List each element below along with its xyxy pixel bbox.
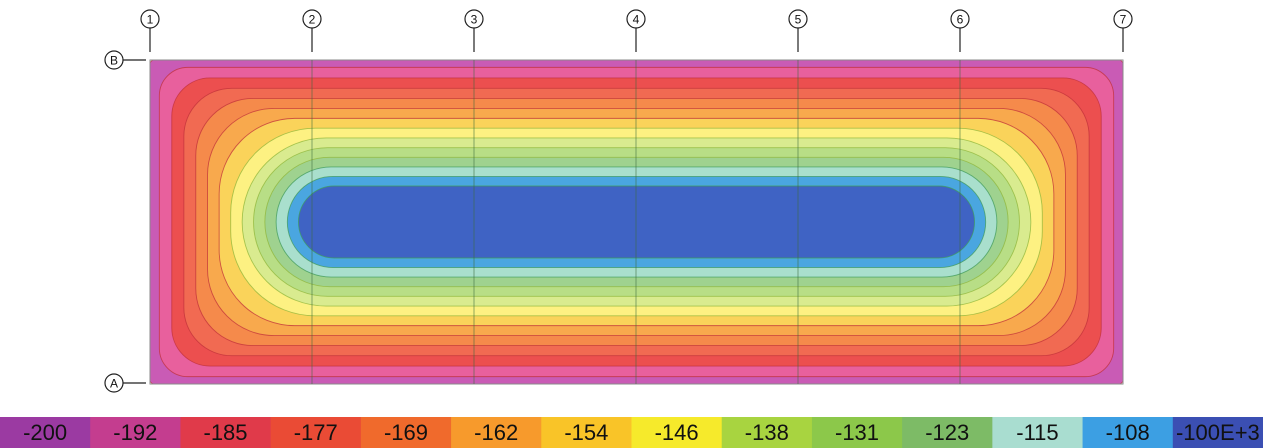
grid-bubble-A: A <box>104 373 146 393</box>
legend-swatch-13 <box>1082 417 1174 448</box>
legend-label-10: -131 <box>835 420 879 445</box>
legend-label-4: -177 <box>294 420 338 445</box>
grid-bubble-1: 1 <box>140 9 160 52</box>
legend-swatch-6 <box>451 417 542 448</box>
legend-label-6: -162 <box>474 420 518 445</box>
legend-swatch-9 <box>721 417 813 448</box>
grid-bubble-4: 4 <box>626 9 646 52</box>
legend-swatch-4 <box>270 417 362 448</box>
legend-swatch-7 <box>541 417 632 448</box>
legend-swatch-14 <box>1172 417 1263 448</box>
grid-label-1: 1 <box>147 13 154 27</box>
grid-label-6: 6 <box>957 13 964 27</box>
legend-swatch-1 <box>0 417 91 448</box>
grid-label-2: 2 <box>309 13 316 27</box>
legend-label-3: -185 <box>204 420 248 445</box>
legend-label-5: -169 <box>384 420 428 445</box>
legend-swatch-5 <box>360 417 452 448</box>
legend-label-9: -138 <box>745 420 789 445</box>
grid-bubble-3: 3 <box>464 9 484 52</box>
legend-label-11: -123 <box>925 420 969 445</box>
legend-label-1: -200 <box>23 420 67 445</box>
grid-label-4: 4 <box>633 13 640 27</box>
grid-bubble-5: 5 <box>788 9 808 52</box>
legend-swatch-8 <box>631 417 723 448</box>
legend-label-8: -146 <box>655 420 699 445</box>
grid-bubble-6: 6 <box>950 9 970 52</box>
contour-band-14 <box>298 185 975 259</box>
legend-label-13: -108 <box>1106 420 1150 445</box>
grid-bubble-B: B <box>104 50 146 70</box>
legend-swatch-12 <box>992 417 1084 448</box>
color-legend: -200 -192 -185 -177 -169 -162 -154 -146 -138 -131… <box>0 417 1263 448</box>
grid-bubble-2: 2 <box>302 9 322 52</box>
legend-swatch-11 <box>902 417 993 448</box>
legend-label-14: -100E+3 <box>1176 420 1260 445</box>
grid-label-5: 5 <box>795 13 802 27</box>
grid-bubble-7: 7 <box>1113 9 1133 52</box>
legend-label-7: -154 <box>564 420 608 445</box>
gridlines <box>149 60 1124 384</box>
grid-label-7: 7 <box>1120 13 1127 27</box>
grid-label-B: B <box>110 54 118 68</box>
legend-label-12: -115 <box>1016 420 1058 445</box>
legend-swatch-2 <box>90 417 181 448</box>
legend-swatch-10 <box>811 417 903 448</box>
legend-swatch-3 <box>180 417 272 448</box>
grid-label-A: A <box>110 377 118 391</box>
legend-label-2: -192 <box>113 420 157 445</box>
grid-label-3: 3 <box>471 13 478 27</box>
slab-contour-area <box>150 60 1123 384</box>
